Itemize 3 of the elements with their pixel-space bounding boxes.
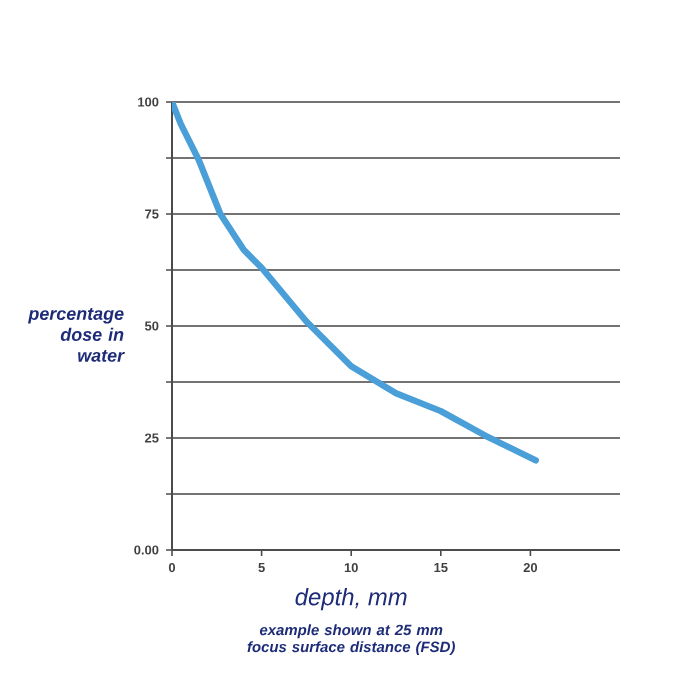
line-series xyxy=(172,101,539,464)
y-axis-title: percentage dose in water xyxy=(27,308,125,362)
x-axis-title: depth, mm xyxy=(295,587,407,611)
